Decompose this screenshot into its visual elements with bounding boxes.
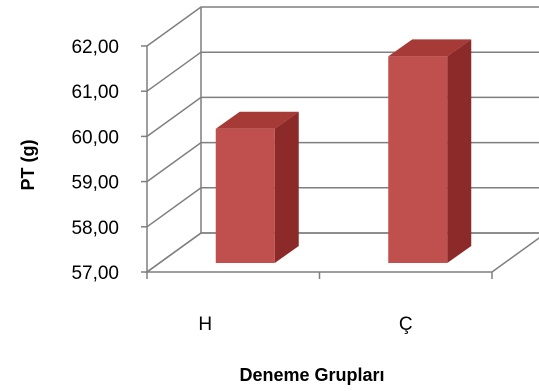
- y-tick-label: 58,00: [71, 218, 119, 239]
- floor: [144, 232, 539, 273]
- bars: [215, 39, 472, 263]
- x-axis-title: Deneme Grupları: [239, 365, 384, 385]
- y-tick-label: 62,00: [71, 37, 119, 58]
- y-axis-title: PT (g): [18, 140, 38, 191]
- x-tick-label: Ç: [399, 314, 413, 335]
- gridline: [146, 141, 539, 183]
- y-tick-label: 57,00: [71, 263, 119, 284]
- y-tick-labels: 57,00 58,00 59,00 60,00 61,00 62,00: [71, 37, 119, 284]
- y-tick-label: 60,00: [71, 127, 119, 148]
- gridline: [146, 187, 539, 228]
- bar: [388, 56, 448, 263]
- gridline: [146, 6, 539, 47]
- gridline: [146, 232, 539, 273]
- x-tick-label: H: [198, 314, 212, 335]
- bar: [215, 128, 275, 263]
- gridline: [146, 51, 539, 92]
- bar-side: [447, 39, 472, 263]
- bar-top: [215, 111, 299, 129]
- bar-top: [388, 39, 472, 57]
- bar-side: [274, 111, 299, 263]
- gridline: [146, 96, 539, 138]
- y-tick-label: 61,00: [71, 82, 119, 103]
- y-tick-label: 59,00: [71, 173, 119, 194]
- gridlines: [141, 6, 539, 279]
